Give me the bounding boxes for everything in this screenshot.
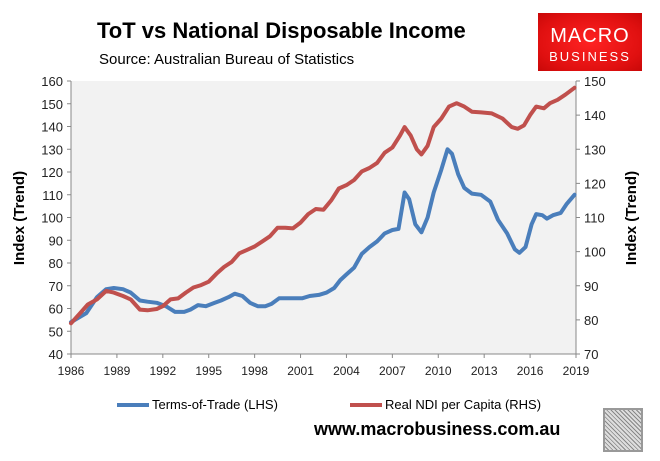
y-right-tick-label: 150	[584, 74, 606, 89]
x-tick-label: 1986	[58, 364, 85, 378]
y-right-tick-label: 130	[584, 142, 606, 157]
chart-subtitle: Source: Australian Bureau of Statistics	[99, 51, 355, 68]
y-left-tick-label: 140	[41, 120, 63, 135]
y-left-tick-label: 120	[41, 165, 63, 180]
y-right-tick-label: 140	[584, 108, 606, 123]
logo-line2: BUSINESS	[549, 49, 631, 64]
y-right-tick-label: 70	[584, 347, 598, 362]
x-tick-label: 2001	[287, 364, 314, 378]
x-tick-label: 2007	[379, 364, 406, 378]
x-tick-label: 1995	[195, 364, 222, 378]
x-tick-label: 2004	[333, 364, 360, 378]
y-right-tick-label: 110	[584, 211, 605, 226]
legend-item-ndi: Real NDI per Capita (RHS)	[350, 397, 541, 412]
y-left-tick-label: 100	[41, 211, 63, 226]
y-right-tick-label: 90	[584, 279, 598, 294]
y-right-axis-title: Index (Trend)	[623, 171, 640, 265]
series-line-real-ndi	[69, 85, 577, 326]
y-left-tick-label: 60	[49, 302, 63, 317]
y-left-tick-label: 130	[41, 142, 63, 157]
x-tick-label: 2019	[563, 364, 590, 378]
logo-line1: MACRO	[550, 25, 630, 47]
website-url: www.macrobusiness.com.au	[314, 419, 561, 439]
x-tick-label: 1989	[104, 364, 131, 378]
y-right-tick-label: 100	[584, 245, 606, 260]
y-left-tick-label: 110	[42, 188, 63, 203]
y-left-tick-label: 40	[49, 347, 63, 362]
legend-item-tot: Terms-of-Trade (LHS)	[117, 397, 278, 412]
x-tick-label: 2010	[425, 364, 452, 378]
y-left-axis-title: Index (Trend)	[11, 171, 28, 265]
series-line-terms-of-trade	[69, 147, 577, 325]
y-left-tick-label: 160	[41, 74, 63, 89]
y-left-tick-label: 80	[49, 256, 63, 271]
macrobusiness-logo: MACRO BUSINESS	[538, 13, 642, 71]
y-left-tick-label: 50	[49, 324, 63, 339]
plot-area	[71, 81, 576, 354]
chart-title: ToT vs National Disposable Income	[97, 18, 466, 43]
y-right-tick-label: 80	[584, 313, 598, 328]
x-tick-label: 2013	[471, 364, 498, 378]
wolf-logo-image	[603, 408, 643, 452]
y-left-tick-label: 90	[49, 233, 63, 248]
x-tick-label: 1998	[241, 364, 268, 378]
x-tick-label: 2016	[517, 364, 544, 378]
legend-label-ndi: Real NDI per Capita (RHS)	[385, 397, 542, 412]
y-right-tick-label: 120	[584, 176, 606, 191]
x-tick-label: 1992	[149, 364, 176, 378]
legend-swatch-blue	[117, 402, 149, 407]
legend-label-tot: Terms-of-Trade (LHS)	[152, 397, 278, 412]
y-left-tick-label: 70	[49, 279, 63, 294]
legend-swatch-red	[350, 402, 382, 407]
y-left-tick-label: 150	[41, 97, 63, 112]
